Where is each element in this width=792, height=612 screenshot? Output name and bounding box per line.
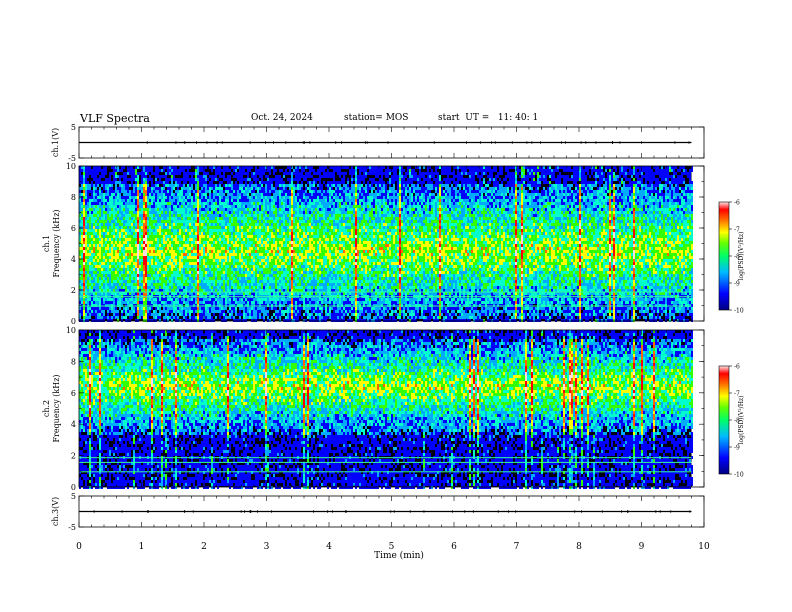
y-tick-label: 10 xyxy=(66,326,76,335)
colorbar-gradient xyxy=(719,202,729,310)
y-tick-label: -5 xyxy=(68,523,76,532)
panel-ch1-spectrogram: -6-7-8-9-10log(PSD)(V²/Hz)0246810ch.1Fre… xyxy=(42,162,745,326)
y-tick-label: 4 xyxy=(71,255,76,264)
y-tick-label: 6 xyxy=(71,389,76,398)
y-axis-label: ch.2Frequency (kHz) xyxy=(42,374,61,442)
colorbar-tick-label: -10 xyxy=(734,308,744,315)
colorbar-tick-label: -10 xyxy=(734,472,744,479)
panel-ch3-waveform: 5 -5 ch.3(V) xyxy=(51,492,704,532)
colorbar-tick-label: -9 xyxy=(734,281,740,288)
x-tick-label: 6 xyxy=(451,542,457,552)
y-tick-label: 4 xyxy=(71,420,76,429)
spectrogram-cells xyxy=(79,166,693,322)
y-tick-label: 5 xyxy=(71,492,76,501)
y-tick-label: 0 xyxy=(71,483,76,492)
x-tick-label: 10 xyxy=(698,542,710,552)
y-tick-label: 2 xyxy=(71,452,76,461)
x-tick-label: 8 xyxy=(576,542,582,552)
y-tick-label: 8 xyxy=(71,193,76,202)
y-tick-label: 10 xyxy=(66,162,76,171)
colorbar-label: log(PSD)(V²/Hz) xyxy=(738,232,745,281)
y-axis-label: ch.1(V) xyxy=(51,128,60,157)
x-tick-label: 0 xyxy=(76,542,82,552)
y-tick-label: 8 xyxy=(71,357,76,366)
panel-ch2-spectrogram: -6-7-8-9-10log(PSD)(V²/Hz)0246810ch.2Fre… xyxy=(42,326,745,492)
x-tick-label: 2 xyxy=(201,542,207,552)
y-tick-label: 6 xyxy=(71,224,76,233)
panel-ch1-waveform: 5-5ch.1(V) xyxy=(51,123,704,163)
colorbar-tick-label: -6 xyxy=(734,200,740,207)
colorbar-label: log(PSD)(V²/Hz) xyxy=(738,396,745,445)
x-tick-label: 7 xyxy=(514,542,520,552)
y-axis-label: ch.1Frequency (kHz) xyxy=(42,209,61,277)
y-axis-label: ch.3(V) xyxy=(51,497,60,526)
x-tick-label: 1 xyxy=(139,542,145,552)
y-tick-label: 5 xyxy=(71,123,76,132)
x-axis-label: Time (min) xyxy=(374,550,424,561)
y-tick-label: 2 xyxy=(71,286,76,295)
x-tick-label: 9 xyxy=(639,542,645,552)
colorbar-gradient xyxy=(719,366,729,474)
x-tick-label: 4 xyxy=(326,542,332,552)
colorbar-tick-label: -6 xyxy=(734,364,740,371)
colorbar-tick-label: -9 xyxy=(734,445,740,452)
x-tick-label: 3 xyxy=(264,542,270,552)
y-tick-label: 0 xyxy=(71,317,76,326)
